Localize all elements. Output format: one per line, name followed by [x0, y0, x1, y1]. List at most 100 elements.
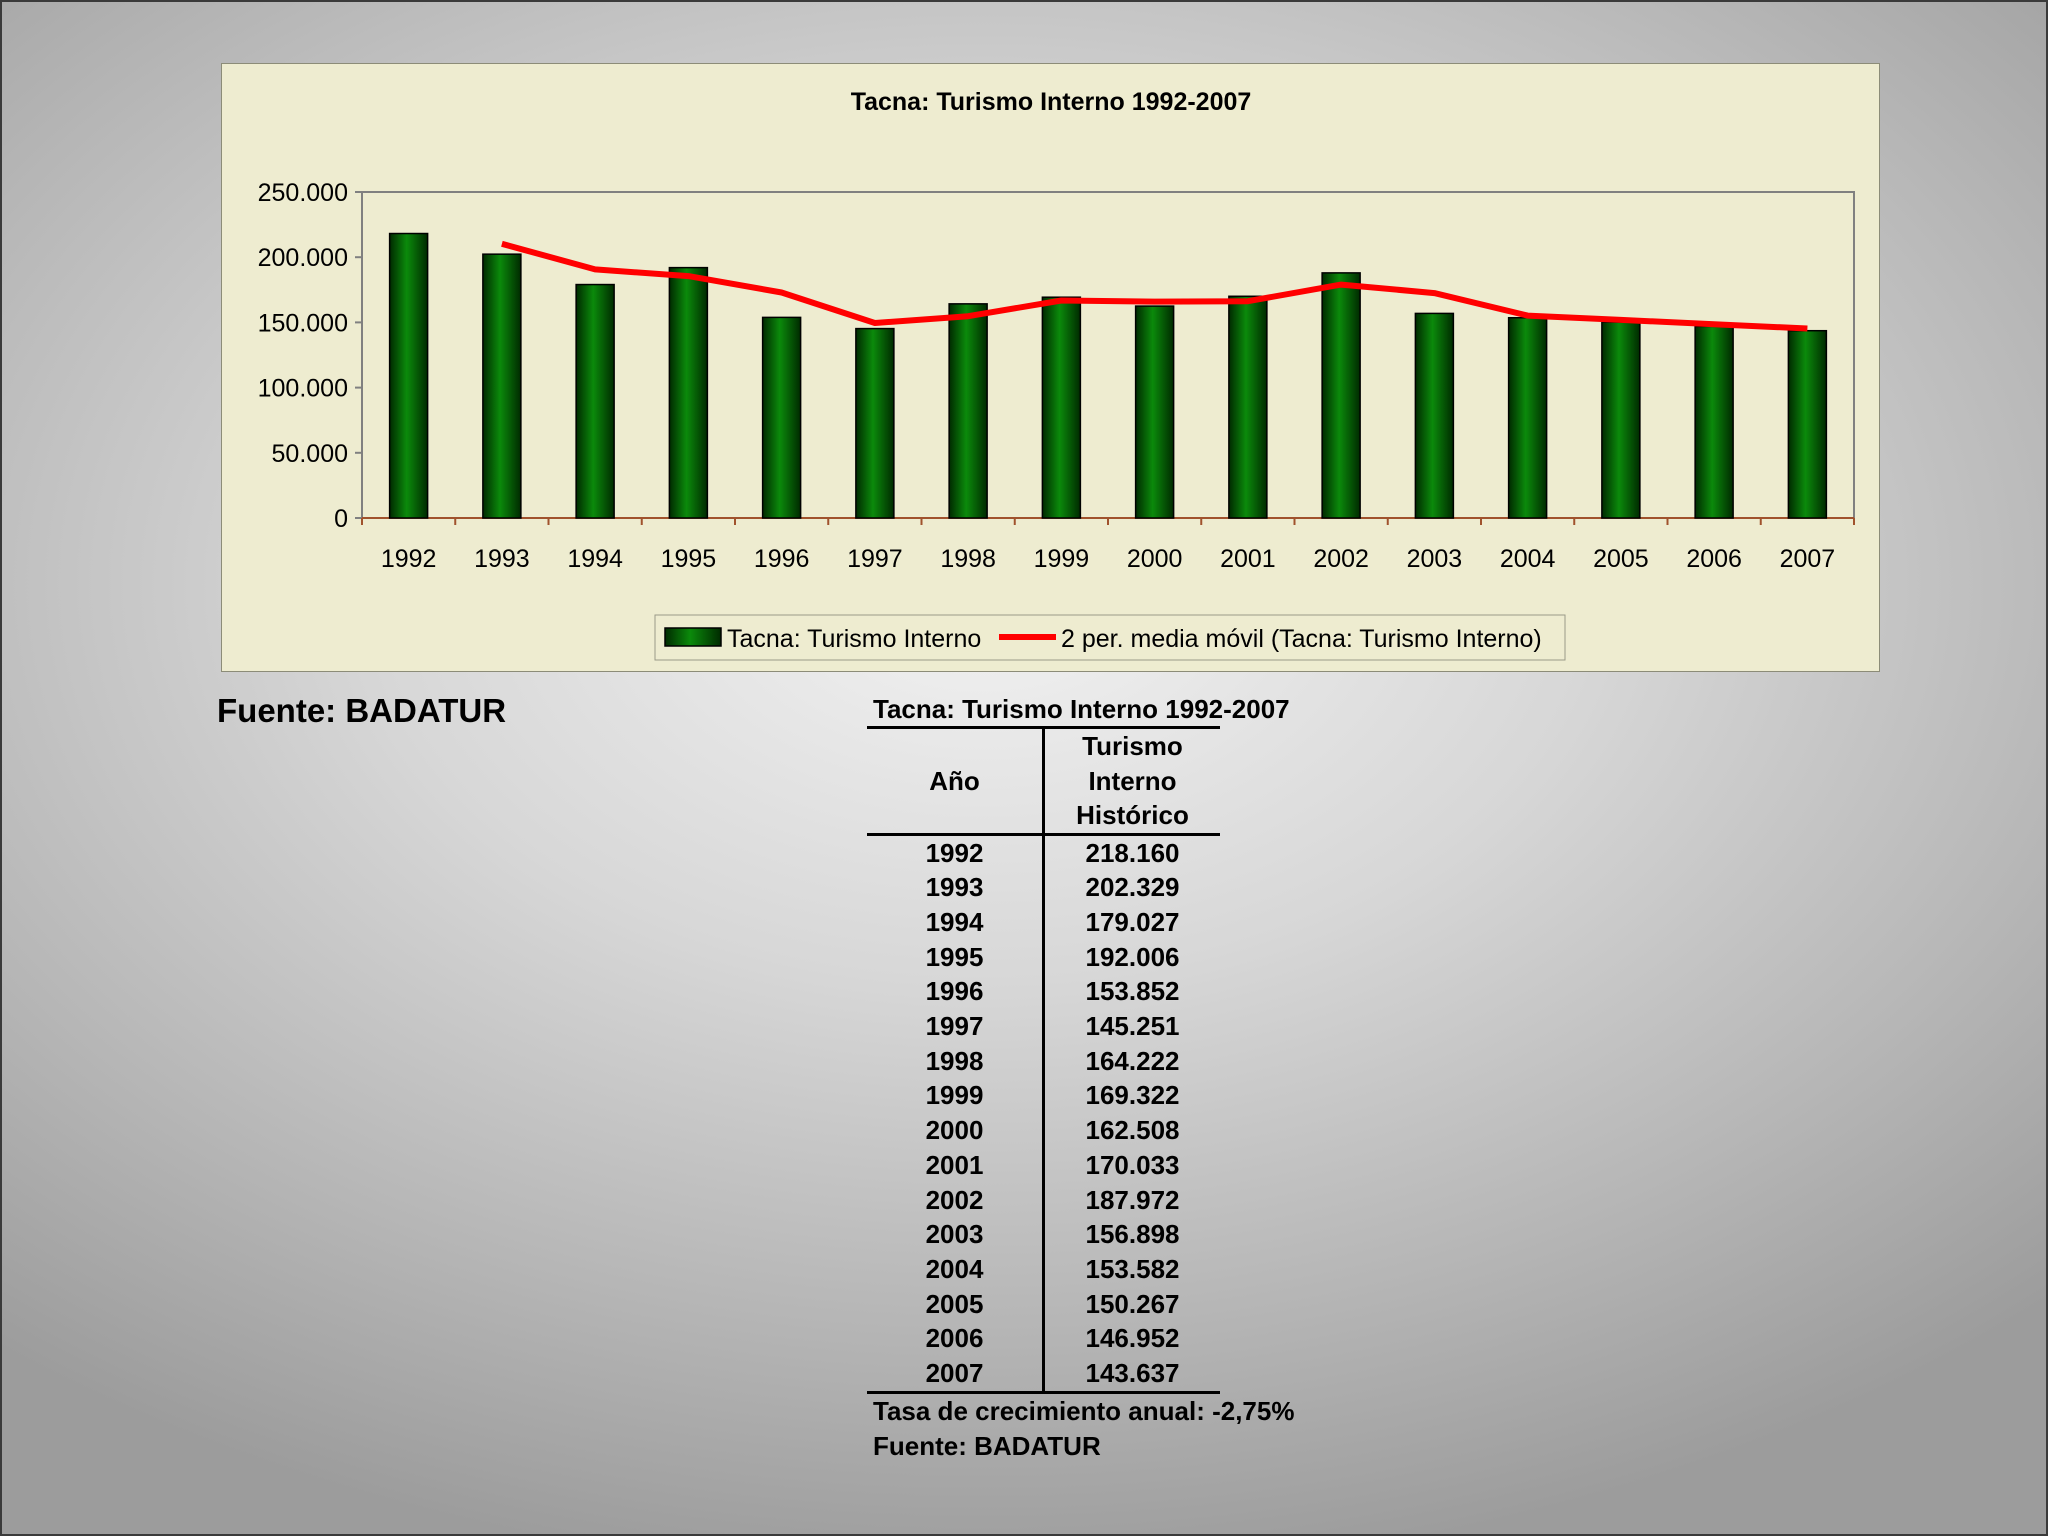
- table-title: Tacna: Turismo Interno 1992-2007: [873, 694, 1290, 724]
- bar: [388, 232, 429, 519]
- x-tick-label: 2000: [1127, 545, 1183, 573]
- chart-panel: Tacna: Turismo Interno 1992-2007 0 50.000…: [221, 63, 1880, 672]
- x-tick-label: 1992: [381, 545, 437, 573]
- table-row: 1993 202.329: [867, 870, 1220, 905]
- cell-value: 218.160: [1085, 837, 1180, 868]
- table-row: 2000 162.508: [867, 1113, 1220, 1148]
- cell-year: 1994: [867, 904, 1045, 940]
- data-table-block: Tacna: Turismo Interno 1992-2007 Año Tur…: [867, 692, 1347, 1464]
- cell-year: 1993: [867, 870, 1045, 905]
- x-tick-label: 1997: [847, 545, 903, 573]
- cell-year: 1992: [867, 834, 1045, 871]
- cell-value: 202.329: [1085, 872, 1180, 903]
- data-table: Año Turismo Interno Histórico 1992 218.16…: [867, 726, 1220, 1394]
- x-tick-label: 2006: [1686, 545, 1742, 573]
- table-row: 1997 145.251: [867, 1009, 1220, 1044]
- y-tick-label: 250.000: [258, 179, 348, 207]
- y-tick-label: 200.000: [258, 244, 348, 272]
- cell-value: 146.952: [1085, 1323, 1180, 1354]
- x-tick-label: 2005: [1593, 545, 1649, 573]
- cell-value: 169.322: [1085, 1080, 1180, 1111]
- chart-svg: Tacna: Turismo Interno 1992-2007 0 50.000…: [258, 88, 1855, 661]
- table-row: 2001 170.033: [867, 1147, 1220, 1183]
- cell-value: 143.637: [1043, 1356, 1220, 1394]
- bar: [1041, 296, 1082, 519]
- cell-value: 150.267: [1085, 1288, 1180, 1319]
- cell-year: 2004: [867, 1251, 1045, 1287]
- bar: [855, 327, 895, 519]
- cell-year: 2003: [867, 1217, 1045, 1252]
- legend-box: [654, 614, 1566, 661]
- x-tick-label: 1994: [567, 545, 623, 573]
- bar: [1414, 312, 1455, 519]
- table-row: 2004 153.582: [867, 1251, 1220, 1287]
- cell-year: 1995: [867, 939, 1045, 975]
- cell-value: 164.222: [1085, 1045, 1180, 1076]
- x-tick-label: 2001: [1220, 545, 1276, 573]
- bar: [761, 316, 802, 519]
- header-year: Año: [867, 726, 1045, 836]
- x-tick-label: 1998: [940, 545, 996, 573]
- x-tick-label: 2003: [1407, 545, 1463, 573]
- legend: Tacna: Turismo Interno 2 per. media móvi…: [654, 614, 1566, 661]
- y-tick-label: 0: [334, 505, 348, 533]
- x-tick-label: 1993: [474, 545, 530, 573]
- chart-title: Tacna: Turismo Interno 1992-2007: [851, 88, 1252, 116]
- table-row: 2003 156.898: [867, 1217, 1220, 1252]
- bar: [482, 253, 522, 519]
- table-row: 2005 150.267: [867, 1286, 1220, 1322]
- cell-value: 153.852: [1085, 976, 1180, 1007]
- x-tick-label: 1995: [661, 545, 717, 573]
- cell-value: 170.033: [1085, 1149, 1180, 1180]
- bar: [1787, 329, 1828, 519]
- cell-value: 156.898: [1085, 1219, 1180, 1250]
- bar: [1694, 325, 1734, 519]
- table-row: 1994 179.027: [867, 904, 1220, 940]
- header-value-line: Turismo: [1082, 731, 1183, 761]
- cell-year: 1999: [867, 1078, 1045, 1114]
- table-row: 2007 143.637: [867, 1356, 1220, 1394]
- cell-year: 2007: [867, 1356, 1045, 1394]
- bar: [1507, 316, 1548, 519]
- cell-year: 2006: [867, 1321, 1045, 1357]
- x-tick-label: 2002: [1313, 545, 1369, 573]
- x-tick-label: 1999: [1034, 545, 1090, 573]
- table-row: 2002 187.972: [867, 1182, 1220, 1218]
- bar: [948, 303, 988, 519]
- cell-year: 2001: [867, 1147, 1045, 1183]
- cell-value: 162.508: [1085, 1115, 1180, 1146]
- cell-year: 2005: [867, 1286, 1045, 1322]
- header-value-line: Histórico: [1076, 800, 1189, 830]
- table-row: 2006 146.952: [867, 1321, 1220, 1357]
- cell-value: 145.251: [1085, 1011, 1180, 1042]
- cell-year: 1998: [867, 1043, 1045, 1079]
- cell-value: 179.027: [1085, 906, 1180, 937]
- cell-year: 2002: [867, 1182, 1045, 1218]
- cell-value: 153.582: [1085, 1253, 1180, 1284]
- table-source-note: Fuente: BADATUR: [873, 1430, 1101, 1461]
- bar: [1228, 295, 1268, 519]
- bar: [1134, 305, 1175, 519]
- cell-value: 192.006: [1085, 941, 1180, 972]
- header-value: Turismo Interno Histórico: [1043, 726, 1220, 836]
- table-row: 1996 153.852: [867, 974, 1220, 1010]
- x-tick-label: 2004: [1500, 545, 1556, 573]
- table-row: 1998 164.222: [867, 1043, 1220, 1079]
- cell-year: 1997: [867, 1009, 1045, 1044]
- x-tick-label: 2007: [1780, 545, 1836, 573]
- bar: [668, 266, 709, 519]
- bar: [1601, 321, 1641, 519]
- legend-label-line: 2 per. media móvil (Tacna: Turismo Inter…: [1061, 625, 1542, 653]
- x-tick-label: 1996: [754, 545, 810, 573]
- table-row: 1995 192.006: [867, 939, 1220, 975]
- cell-year: 1996: [867, 974, 1045, 1010]
- legend-bar-swatch: [664, 627, 722, 647]
- bar: [575, 283, 615, 519]
- cell-year: 2000: [867, 1113, 1045, 1148]
- bar: [1321, 272, 1361, 519]
- table-row: 1992 218.160: [867, 834, 1220, 871]
- growth-note: Tasa de crecimiento anual: -2,75%: [873, 1395, 1295, 1426]
- y-tick-label: 50.000: [272, 440, 348, 468]
- cell-value: 187.972: [1085, 1184, 1180, 1215]
- table-row: 1999 169.322: [867, 1078, 1220, 1114]
